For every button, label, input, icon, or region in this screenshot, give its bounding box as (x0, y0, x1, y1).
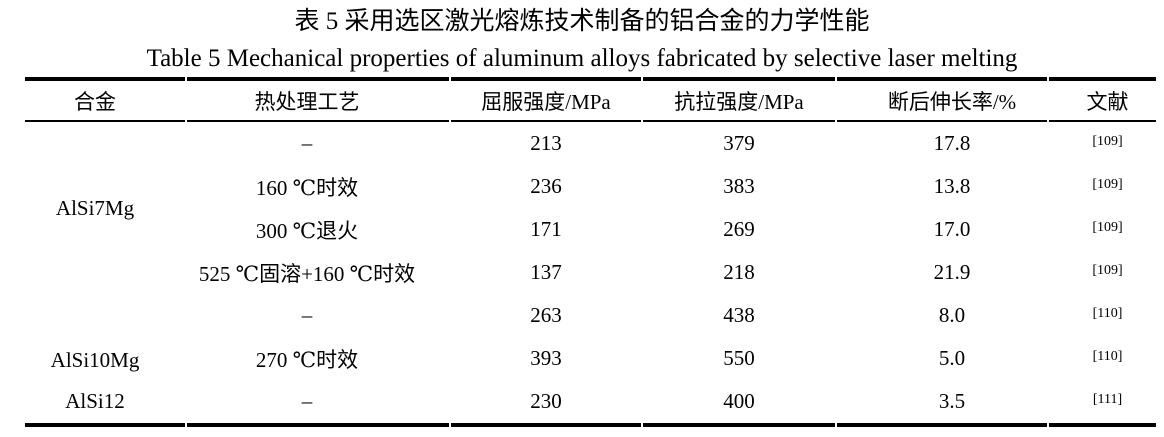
elongation-cell: 17.8 (933, 131, 971, 155)
header-row: 合金 热处理工艺 屈服强度/MPa 抗拉强度/MPa 断后伸长率/% 文献 (25, 77, 1156, 122)
yield-strength-cell: 236 (530, 174, 562, 198)
mechanical-properties-table: 合金 热处理工艺 屈服强度/MPa 抗拉强度/MPa 断后伸长率/% 文献 Al… (23, 77, 1158, 427)
table-row: 160 ℃时效 236 383 13.8 [109] (25, 165, 1156, 208)
treatment-cell: 270 ℃时效 (255, 347, 359, 372)
treatment-cell: – (187, 380, 449, 427)
yield-strength-cell: 213 (530, 131, 562, 155)
tensile-strength-cell: 438 (723, 303, 755, 327)
column-header-treatment: 热处理工艺 (187, 77, 449, 122)
reference-superscript: [109] (1092, 220, 1123, 235)
tensile-strength-cell: 550 (723, 346, 755, 370)
tensile-strength-cell: 383 (723, 174, 755, 198)
reference-superscript: [109] (1092, 263, 1123, 278)
alloy-cell: AlSi12 (25, 380, 185, 427)
yield-strength-cell: 137 (530, 260, 562, 284)
column-header-tensile: 抗拉强度/MPa (643, 77, 835, 122)
reference-superscript: [109] (1092, 177, 1123, 192)
reference-superscript: [110] (1092, 306, 1123, 321)
reference-cell: [110] (1049, 294, 1156, 337)
reference-cell: [110] (1049, 337, 1156, 380)
alloy-cell: AlSi10Mg (50, 348, 140, 372)
yield-strength-cell: 230 (451, 380, 641, 427)
table-row: AlSi7Mg – 213 379 17.8 [109] (25, 122, 1156, 220)
alloy-cell: AlSi7Mg (55, 195, 135, 220)
yield-strength-cell: 393 (530, 346, 562, 370)
elongation-cell: 21.9 (933, 260, 971, 284)
reference-superscript: [110] (1092, 349, 1123, 364)
column-header-elongation: 断后伸长率/% (837, 77, 1047, 122)
table-row: AlSi10Mg – 263 438 8.0 [110] (25, 294, 1156, 372)
column-header-alloy: 合金 (25, 77, 185, 122)
treatment-cell: – (301, 131, 313, 155)
column-header-yield: 屈服强度/MPa (451, 77, 641, 122)
elongation-cell: 13.8 (933, 174, 971, 198)
elongation-cell: 5.0 (938, 346, 966, 370)
table-row: 300 ℃退火 171 269 17.0 [109] (25, 208, 1156, 251)
tensile-strength-cell: 400 (643, 380, 835, 427)
reference-cell: [111] (1049, 380, 1156, 427)
elongation-cell: 3.5 (837, 380, 1047, 427)
yield-strength-cell: 171 (530, 217, 562, 241)
treatment-cell: – (301, 303, 313, 327)
table-caption-en: Table 5 Mechanical properties of aluminu… (146, 45, 1018, 72)
reference-cell: [109] (1049, 165, 1156, 208)
reference-cell: [109] (1049, 122, 1156, 165)
reference-cell: [109] (1049, 251, 1156, 294)
reference-cell: [109] (1049, 208, 1156, 251)
elongation-cell: 17.0 (933, 217, 971, 241)
table-row: 525 ℃固溶+160 ℃时效 137 218 21.9 [109] (25, 251, 1156, 294)
yield-strength-cell: 263 (530, 303, 562, 327)
table-body: AlSi7Mg – 213 379 17.8 [109] 160 ℃时效 236 383 13.8… (25, 122, 1156, 427)
tensile-strength-cell: 379 (723, 131, 755, 155)
reference-superscript: [111] (1092, 392, 1123, 407)
table-row: AlSi12–230 400 3.5 [111] (25, 380, 1156, 427)
treatment-cell: 525 ℃固溶+160 ℃时效 (198, 261, 416, 286)
reference-superscript: [109] (1092, 134, 1123, 149)
treatment-cell: 160 ℃时效 (255, 175, 359, 200)
column-header-reference: 文献 (1049, 77, 1156, 122)
table-row: 270 ℃时效 393 550 5.0 [110] (25, 337, 1156, 380)
tensile-strength-cell: 218 (723, 260, 755, 284)
tensile-strength-cell: 269 (723, 217, 755, 241)
elongation-cell: 8.0 (938, 303, 966, 327)
treatment-cell: 300 ℃退火 (255, 218, 359, 243)
table-caption-zh: 表 5 采用选区激光熔炼技术制备的铝合金的力学性能 (294, 8, 870, 35)
